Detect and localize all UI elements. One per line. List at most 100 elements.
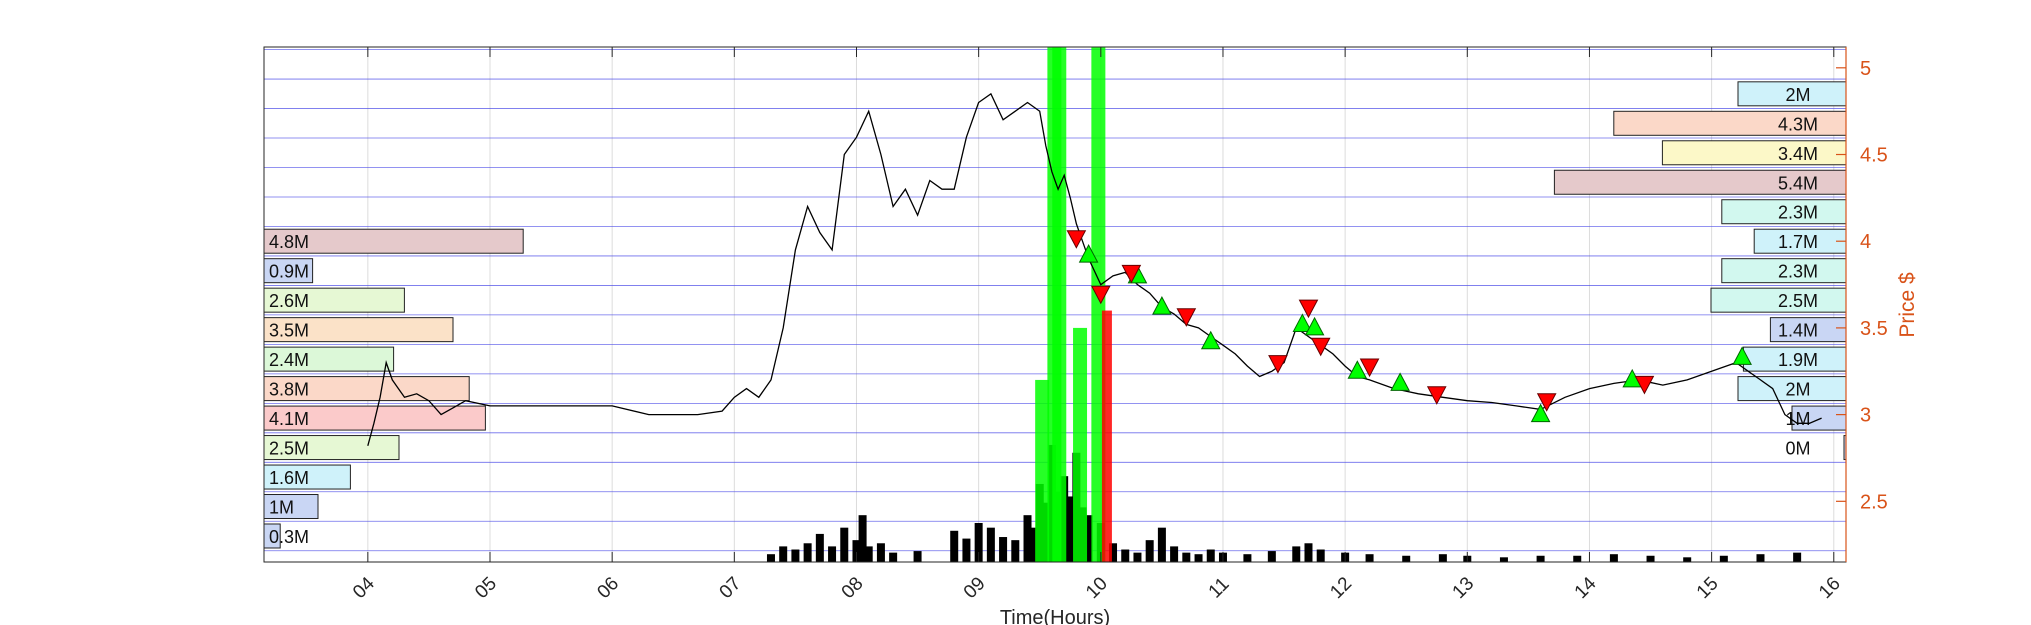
volume-bar	[1066, 496, 1075, 562]
y-tick-label: 4.5	[1860, 145, 1888, 167]
volume-profile-label: 1M	[269, 498, 294, 518]
volume-profile-bar	[263, 494, 319, 520]
volume-bar	[1573, 555, 1582, 562]
volume-bar	[1011, 540, 1020, 562]
volume-profile-bar	[1769, 317, 1847, 343]
volume-bar	[1609, 554, 1618, 562]
volume-bar	[1023, 515, 1032, 562]
volume-bar	[1292, 546, 1301, 562]
buy-volume-bar	[1052, 47, 1067, 562]
x-tick-label: 08	[838, 573, 868, 603]
volume-bar	[962, 538, 971, 562]
x-tick-label: 14	[1571, 573, 1601, 603]
volume-profile-bar	[263, 317, 454, 343]
y-axis-right: 2.5 3 3.5 4 4.5 5	[1836, 47, 1888, 562]
volume-profile-label: 1M	[1785, 409, 1810, 429]
volume-profile-label: 3.5M	[269, 321, 309, 341]
volume-bars	[766, 47, 1802, 562]
x-tick-label: 04	[349, 573, 379, 603]
buy-signal-marker	[1200, 330, 1221, 350]
volume-profile-label: 3.4M	[1778, 144, 1818, 164]
volume-profile-label: 2.3M	[1778, 203, 1818, 223]
volume-bar	[1536, 555, 1545, 562]
volume-bar	[766, 554, 775, 562]
buy-signal-marker	[1347, 360, 1368, 379]
volume-profile-label: 2.6M	[269, 291, 309, 311]
sell-signal-marker	[1066, 230, 1087, 249]
volume-bar	[815, 533, 824, 562]
volume-bar	[1243, 554, 1252, 562]
sell-signal-marker	[1090, 285, 1111, 305]
volume-bar	[950, 530, 959, 562]
volume-profile-bar	[263, 287, 405, 313]
buy-volume-bar	[1091, 47, 1106, 562]
buy-volume-bar	[1035, 379, 1050, 562]
sell-signal-marker	[1121, 264, 1142, 284]
volume-profile-bar	[263, 464, 351, 490]
buy-signal-marker	[1292, 313, 1313, 332]
volume-profile-bar	[1737, 81, 1847, 107]
y-tick-label: 3	[1860, 405, 1871, 427]
x-tick-label: 12	[1326, 573, 1356, 603]
volume-profile-bar	[1613, 110, 1847, 136]
volume-bar	[1109, 543, 1118, 562]
volume-profile-bar	[263, 228, 524, 254]
volume-bar	[1793, 552, 1802, 562]
volume-bar	[1133, 552, 1142, 562]
volume-profile-label: 4.8M	[269, 232, 309, 252]
y-tick-label: 5	[1860, 58, 1871, 80]
volume-profile-right: 2M 4.3M 3.4M 5.4M 2.3M 1.7M 2.3M 2.5M 1.4M 1.9M 2M…	[1553, 81, 1847, 461]
volume-bar	[876, 543, 885, 562]
sell-signal-marker	[1310, 337, 1331, 357]
volume-profile-label: 1.4M	[1778, 321, 1818, 341]
volume-profile-bar	[1742, 346, 1847, 372]
volume-profile-label: 2M	[1785, 85, 1810, 105]
volume-bar	[1646, 555, 1655, 562]
volume-profile-label: 0.3M	[269, 527, 309, 547]
volume-profile-label: 4.3M	[1778, 114, 1818, 134]
sell-volume-bar	[1101, 310, 1112, 562]
volume-profile-label: 1.6M	[269, 468, 309, 488]
volume-bar	[1182, 552, 1191, 562]
sell-signal-marker	[1359, 358, 1380, 378]
buy-signal-marker	[1152, 296, 1172, 315]
volume-bar	[913, 551, 922, 562]
x-tick-label: 10	[1082, 573, 1112, 603]
sell-signal-marker	[1634, 375, 1655, 395]
volume-profile-label: 2.5M	[1778, 291, 1818, 311]
volume-bar	[1267, 551, 1276, 562]
volume-bar	[779, 546, 788, 562]
volume-bar	[1121, 549, 1130, 562]
x-axis-label: Time(Hours)	[1000, 607, 1110, 625]
volume-profile-label: 2.3M	[1778, 262, 1818, 282]
volume-bar	[1170, 546, 1179, 562]
x-tick-label: 15	[1693, 573, 1723, 603]
x-tick-label: 16	[1815, 573, 1845, 603]
volume-bar	[840, 527, 849, 562]
y-tick-label: 2.5	[1860, 491, 1888, 513]
volume-bar	[1084, 515, 1093, 562]
buy-signal-marker	[1530, 403, 1551, 423]
sell-signal-marker	[1536, 393, 1557, 412]
sell-signal-marker	[1426, 386, 1447, 405]
volume-bar	[1402, 555, 1411, 562]
buy-signal-marker	[1732, 346, 1752, 365]
volume-profile-label: 1.9M	[1778, 350, 1818, 370]
volume-profile-bar	[263, 435, 400, 461]
x-tick-label: 11	[1205, 574, 1234, 603]
volume-profile-label: 5.4M	[1778, 173, 1818, 193]
volume-bar	[1756, 554, 1765, 562]
volume-bar	[1194, 554, 1203, 562]
volume-bar	[1683, 557, 1692, 562]
volume-profile-bar	[1721, 258, 1847, 284]
sell-signal-marker	[1268, 355, 1288, 374]
volume-bar	[1719, 555, 1728, 562]
volume-bar	[1365, 554, 1374, 562]
volume-bar	[791, 549, 800, 562]
volume-profile-bar	[263, 376, 470, 402]
volume-profile-label: 2.4M	[269, 350, 309, 370]
buy-signal-marker	[1304, 316, 1325, 336]
volume-bar	[1157, 527, 1166, 562]
y-axis-label: Price $	[1896, 272, 1919, 338]
buy-volume-bar	[1073, 327, 1088, 562]
